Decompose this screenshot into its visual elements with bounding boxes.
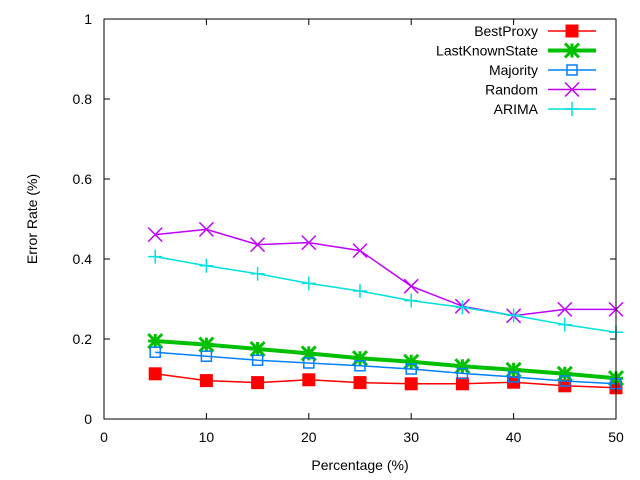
data-point [403, 353, 420, 370]
x-tick-label: 40 [506, 429, 522, 445]
y-axis-label: Error Rate (%) [24, 174, 40, 264]
x-tick-label: 50 [608, 429, 624, 445]
series-layer [147, 221, 625, 395]
series-lastknownstate [147, 332, 625, 387]
x-tick-label: 20 [301, 429, 317, 445]
legend-entry: LastKnownState [436, 42, 596, 59]
data-point [507, 371, 520, 383]
y-tick-label: 0.6 [73, 171, 93, 187]
data-point [300, 345, 317, 362]
data-point [251, 354, 264, 366]
data-point [351, 350, 369, 367]
data-point [506, 308, 521, 323]
legend-label: Majority [489, 62, 538, 78]
data-point [250, 266, 265, 281]
legend-entry: Random [485, 82, 596, 98]
data-point [198, 221, 214, 237]
y-tick-label: 1 [84, 11, 92, 27]
data-point [565, 24, 579, 38]
legend-label: LastKnownState [436, 43, 538, 59]
legend-label: Random [485, 82, 538, 98]
data-point [565, 102, 579, 116]
y-tick-label: 0.2 [73, 331, 93, 347]
data-point [403, 278, 419, 294]
data-point [456, 367, 469, 380]
data-point [353, 376, 367, 390]
x-tick-label: 10 [199, 429, 215, 445]
data-point [302, 373, 316, 387]
data-point [148, 367, 162, 381]
legend: BestProxy LastKnownState Majority Random ARI… [436, 23, 596, 117]
data-point [200, 350, 213, 362]
legend-label: BestProxy [474, 23, 538, 39]
data-point [404, 293, 419, 308]
data-point [249, 340, 266, 358]
x-tick-label: 0 [100, 429, 108, 445]
data-point [303, 357, 315, 369]
y-tick-label: 0.8 [73, 91, 93, 107]
data-point [198, 336, 215, 353]
series-line [155, 255, 617, 333]
data-point [251, 376, 265, 390]
data-point [559, 375, 571, 387]
data-point [404, 377, 418, 391]
data-point [147, 332, 164, 350]
data-point [405, 363, 417, 375]
plot-frame [103, 18, 617, 420]
legend-label: ARIMA [494, 101, 539, 117]
data-point [353, 284, 367, 298]
legend-entry: ARIMA [494, 101, 596, 117]
series-arima [148, 249, 623, 340]
y-tick-label: 0 [84, 411, 92, 427]
data-point [301, 235, 317, 251]
series-majority [149, 346, 622, 390]
data-point [354, 360, 366, 372]
series-random [147, 221, 624, 324]
data-point [199, 374, 213, 388]
series-line [155, 228, 616, 317]
tick-labels: 00.20.40.60.810 10 20 30 40 50 [73, 11, 624, 445]
data-point [148, 249, 163, 264]
data-point [564, 81, 580, 98]
data-point [556, 365, 573, 382]
data-point [301, 276, 316, 291]
data-point [557, 317, 572, 332]
data-point [455, 300, 470, 315]
series-line [155, 339, 617, 381]
data-point [352, 243, 368, 259]
data-point [147, 227, 163, 243]
series-line [155, 373, 617, 389]
data-point [455, 377, 469, 391]
legend-entry: BestProxy [474, 23, 596, 39]
y-tick-label: 0.4 [73, 251, 93, 267]
data-point [250, 237, 266, 253]
data-point [557, 301, 573, 317]
data-point [199, 258, 214, 273]
data-point [454, 358, 471, 375]
data-point [563, 42, 581, 59]
x-tick-label: 30 [403, 429, 419, 445]
data-point [505, 361, 522, 378]
legend-entry: Majority [489, 62, 596, 78]
data-point [149, 346, 161, 358]
series-line [155, 351, 617, 385]
data-point [566, 64, 578, 76]
x-axis-label: Percentage (%) [311, 457, 408, 473]
